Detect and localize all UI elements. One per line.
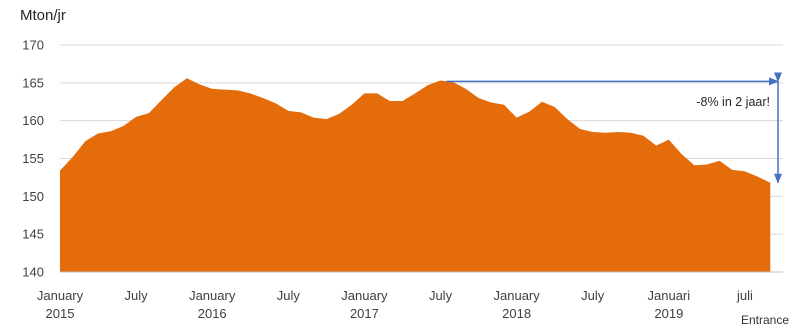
x-tick-label: January	[341, 288, 388, 303]
area-series	[60, 78, 783, 273]
x-tick-year-label: 2018	[502, 306, 531, 321]
y-tick-label: 170	[22, 38, 44, 53]
y-tick-label: 140	[22, 265, 44, 280]
annotation: -8% in 2 jaar!	[446, 72, 782, 184]
x-tick-year-label: 2017	[350, 306, 379, 321]
annotation-text: -8% in 2 jaar!	[696, 95, 770, 109]
x-tick-year-label: 2019	[654, 306, 683, 321]
x-tick-label: January	[494, 288, 541, 303]
y-tick-label: 145	[22, 227, 44, 242]
x-tick-year-label: 2015	[46, 306, 75, 321]
x-tick-label: January	[189, 288, 236, 303]
source-label: Entrance	[741, 313, 789, 327]
y-axis: 140 145 150 155 160 165 170	[22, 38, 44, 280]
x-tick-label: July	[581, 288, 605, 303]
y-tick-label: 155	[22, 151, 44, 166]
area-series-fill	[60, 78, 771, 272]
y-tick-label: 160	[22, 113, 44, 128]
y-tick-label: 165	[22, 75, 44, 90]
x-axis: January 2015 July January 2016 July January 201…	[37, 288, 753, 321]
x-tick-label: Januari	[648, 288, 691, 303]
x-tick-year-label: 2016	[198, 306, 227, 321]
x-tick-label: January	[37, 288, 84, 303]
y-tick-label: 150	[22, 189, 44, 204]
y-axis-title: Mton/jr	[20, 7, 66, 24]
x-tick-label: July	[277, 288, 301, 303]
x-tick-label: juli	[736, 288, 753, 303]
x-tick-label: July	[125, 288, 149, 303]
x-tick-label: July	[429, 288, 453, 303]
